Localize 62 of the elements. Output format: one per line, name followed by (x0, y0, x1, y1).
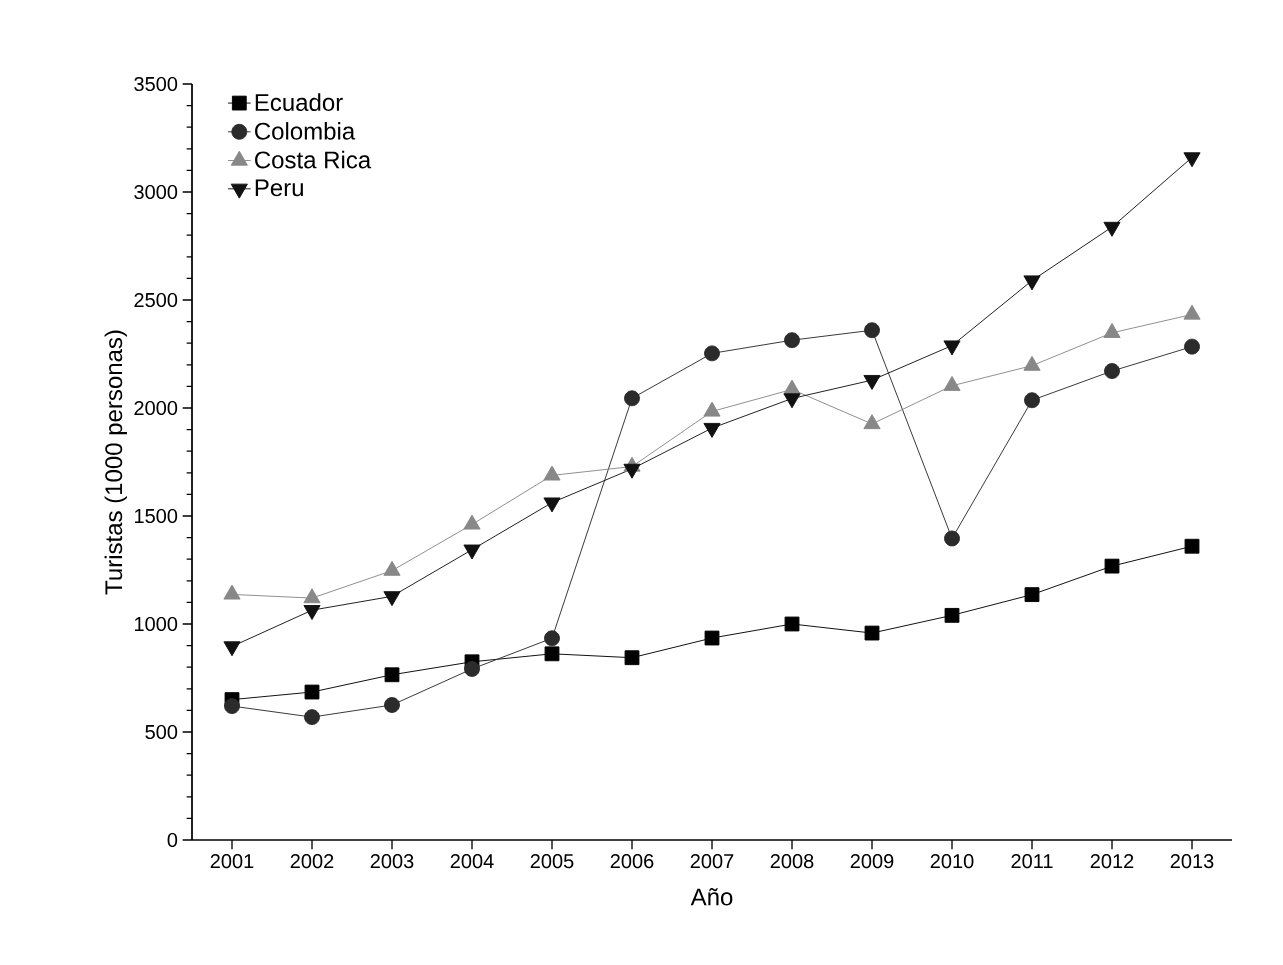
point (1104, 363, 1120, 379)
point (384, 667, 400, 683)
point (624, 650, 640, 666)
point (943, 340, 961, 356)
point (544, 630, 560, 647)
point (704, 345, 720, 362)
point (864, 322, 880, 339)
point (704, 630, 720, 646)
y-tick-label: 2000 (134, 400, 178, 416)
x-tick-label: 2012 (1090, 854, 1134, 869)
point (1184, 338, 1200, 355)
point (863, 375, 881, 390)
y-tick-label: 1000 (134, 616, 178, 632)
point (303, 605, 321, 620)
x-tick-label: 2008 (770, 854, 814, 869)
point (1024, 587, 1040, 603)
point (944, 530, 960, 547)
point (384, 697, 400, 713)
y-tick-label: 3500 (134, 76, 178, 92)
x-tick-label: 2002 (290, 854, 334, 869)
point (1023, 275, 1041, 291)
point (624, 390, 640, 407)
point (1104, 558, 1120, 574)
x-tick-label: 2013 (1170, 854, 1214, 869)
x-tick-label: 2007 (690, 854, 734, 869)
point (1103, 221, 1121, 237)
y-axis-title: Turistas (1000 personas) (104, 330, 127, 595)
x-tick-label: 2009 (850, 854, 894, 869)
legend-label: Colombia (255, 122, 356, 140)
point (464, 660, 480, 677)
y-tick-label: 500 (145, 724, 178, 740)
point (784, 332, 800, 349)
point (1184, 538, 1200, 554)
x-tick-label: 2006 (610, 854, 654, 869)
point (944, 607, 960, 623)
point (304, 709, 320, 726)
y-tick-label: 1500 (134, 508, 178, 524)
point (1024, 392, 1040, 409)
point (1183, 152, 1201, 168)
x-tick-label: 2001 (210, 854, 254, 869)
point (784, 616, 800, 632)
x-tick-label: 2010 (930, 854, 974, 869)
x-tick-label: 2004 (450, 854, 494, 869)
point (543, 497, 561, 513)
point (783, 393, 801, 409)
legend-label: Peru (255, 179, 303, 197)
point (703, 422, 721, 438)
x-tick-label: 2011 (1011, 854, 1053, 869)
point (623, 463, 641, 479)
x-tick-label: 2005 (530, 854, 574, 869)
legend-label: Costa Rica (255, 150, 372, 169)
y-tick-label: 3000 (134, 184, 178, 200)
point (544, 646, 560, 662)
x-axis-title: Año (690, 888, 733, 906)
y-tick-label: 2500 (134, 292, 178, 308)
point (463, 544, 481, 560)
point (864, 625, 880, 641)
y-tick-label: 0 (167, 832, 178, 848)
point (304, 684, 320, 700)
x-tick-label: 2003 (370, 854, 414, 869)
legend-label: Ecuador (255, 93, 343, 111)
point (224, 698, 240, 715)
